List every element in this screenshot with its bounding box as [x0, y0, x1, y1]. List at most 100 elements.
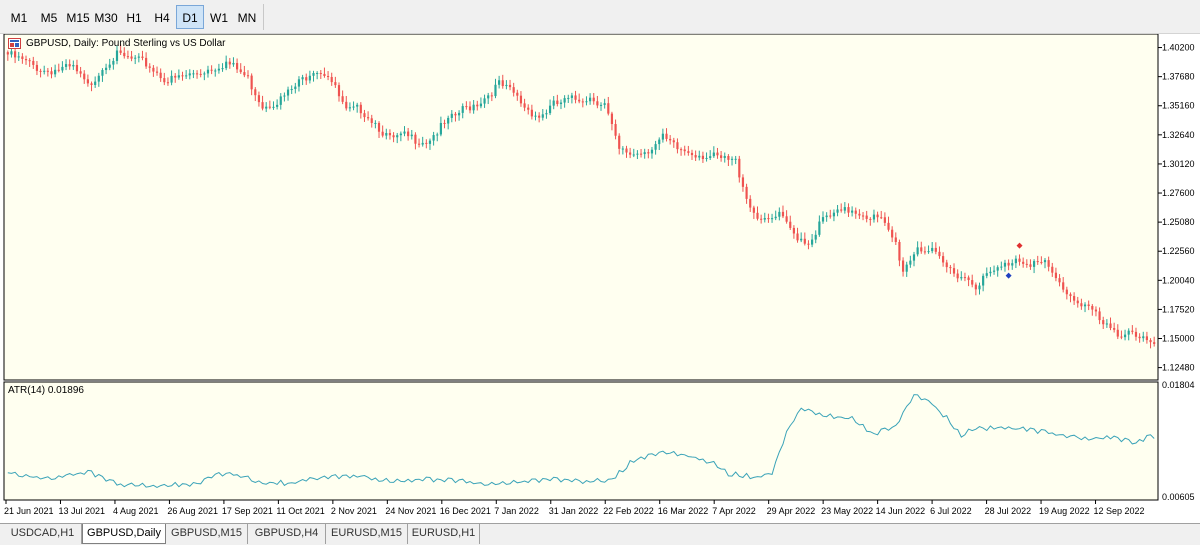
candle-bear: [261, 102, 264, 109]
candle-bear: [305, 77, 308, 81]
candle-bear: [1029, 264, 1032, 267]
tab-eurusd-m15[interactable]: EURUSD,M15: [326, 524, 408, 544]
candle-bear: [1120, 336, 1123, 338]
candle-bear: [938, 251, 941, 257]
tab-gbpusd-m15[interactable]: GBPUSD,M15: [166, 524, 248, 544]
candle-bull: [61, 66, 64, 71]
timeframe-m5-button[interactable]: M5: [40, 11, 58, 25]
candle-bear: [720, 155, 723, 158]
tab-usdcad-h1[interactable]: USDCAD,H1: [4, 524, 82, 544]
timeframe-m15-button[interactable]: M15: [66, 11, 90, 25]
candle-bull: [457, 112, 461, 116]
candle-bull: [658, 139, 661, 145]
candle-bear: [869, 218, 872, 220]
candle-bull: [301, 77, 304, 80]
chart-window[interactable]: 1.40200 1.37680 1.35160 1.32640 1.30120 1.276…: [0, 33, 1200, 523]
candle-bull: [836, 209, 839, 213]
candle-bear: [68, 64, 71, 67]
candle-bear: [257, 95, 261, 103]
candle-bear: [243, 72, 246, 76]
candle-bear: [345, 101, 348, 109]
candle-bull: [872, 214, 876, 220]
candle-bear: [148, 66, 151, 68]
candle-bear: [694, 155, 697, 158]
atr-axis-label: 0.01804: [1162, 380, 1195, 390]
tab-eurusd-h1[interactable]: EURUSD,H1: [408, 524, 480, 544]
candle-bear: [1058, 278, 1061, 283]
candle-bear: [639, 153, 643, 155]
candle-bear: [425, 142, 428, 144]
candle-bull: [1105, 323, 1108, 325]
tab-gbpusd-daily[interactable]: GBPUSD,Daily: [82, 524, 166, 544]
candle-bull: [487, 95, 490, 99]
candle-bear: [199, 73, 202, 75]
date-axis-label: 22 Feb 2022: [603, 506, 654, 516]
tab-gbpusd-h4[interactable]: GBPUSD,H4: [248, 524, 326, 544]
candle-bear: [945, 262, 948, 268]
candle-bull: [450, 113, 453, 118]
candle-bear: [665, 133, 668, 139]
chart-symbol-icon: [8, 38, 21, 49]
date-axis-label: 6 Jul 2022: [930, 506, 972, 516]
candle-bull: [410, 134, 413, 137]
atr-pane[interactable]: [3, 381, 1159, 501]
candle-bear: [195, 73, 199, 75]
candle-bull: [818, 221, 821, 235]
candle-bear: [155, 71, 159, 73]
timeframe-h4-button[interactable]: H4: [154, 11, 170, 25]
candle-bear: [1018, 258, 1021, 262]
candle-bear: [807, 243, 810, 245]
candle-bear: [1087, 304, 1090, 307]
candle-bear: [538, 115, 541, 118]
price-axis-label: 1.32640: [1162, 130, 1195, 140]
candle-bull: [192, 73, 195, 75]
price-axis-label: 1.35160: [1162, 101, 1195, 111]
candle-bear: [57, 69, 60, 71]
candle-bear: [508, 84, 512, 88]
candle-bear: [1134, 331, 1138, 337]
date-axis-label: 19 Aug 2022: [1039, 506, 1090, 516]
candle-bull: [927, 251, 930, 253]
candle-bear: [14, 51, 17, 58]
price-axis-label: 1.12480: [1162, 363, 1195, 373]
candle-bull: [811, 239, 814, 245]
date-axis-label: 16 Dec 2021: [440, 506, 491, 516]
candle-bear: [690, 152, 694, 156]
candle-bull: [912, 254, 916, 261]
candle-bear: [683, 149, 686, 152]
candle-bull: [800, 238, 803, 241]
candle-bull: [1014, 258, 1017, 264]
price-axis-label: 1.17520: [1162, 304, 1195, 314]
timeframe-m1-button[interactable]: M1: [10, 11, 28, 25]
candle-bull: [428, 140, 432, 144]
timeframe-mn-button[interactable]: MN: [237, 11, 257, 25]
timeframe-w1-button[interactable]: W1: [210, 11, 228, 25]
candle-bear: [468, 106, 472, 111]
candle-bull: [439, 122, 442, 135]
candle-bull: [534, 115, 537, 117]
candle-bear: [341, 96, 344, 102]
candle-bear: [574, 95, 577, 100]
timeframe-m30-button[interactable]: M30: [94, 11, 118, 25]
candle-bear: [326, 75, 330, 77]
candle-bear: [1047, 260, 1050, 267]
timeframe-h1-button[interactable]: H1: [126, 11, 142, 25]
candle-bear: [1054, 272, 1058, 279]
timeframe-d1-button[interactable]: D1: [176, 5, 204, 29]
candle-bear: [676, 142, 679, 150]
candle-bull: [552, 100, 555, 106]
candle-bear: [414, 134, 417, 144]
candle-bull: [778, 211, 781, 217]
price-pane[interactable]: [3, 33, 1159, 381]
candle-bull: [992, 270, 996, 272]
candle-bear: [840, 209, 843, 211]
candle-bull: [603, 103, 606, 105]
candle-bear: [956, 273, 959, 279]
candle-bear: [614, 124, 617, 136]
candle-bull: [232, 62, 235, 65]
date-axis-label: 13 Jul 2021: [58, 506, 105, 516]
chart-canvas[interactable]: 1.40200 1.37680 1.35160 1.32640 1.30120 1.276…: [0, 33, 1200, 523]
candle-bear: [79, 71, 82, 74]
candle-bear: [163, 78, 166, 83]
candle-bull: [1123, 334, 1127, 338]
